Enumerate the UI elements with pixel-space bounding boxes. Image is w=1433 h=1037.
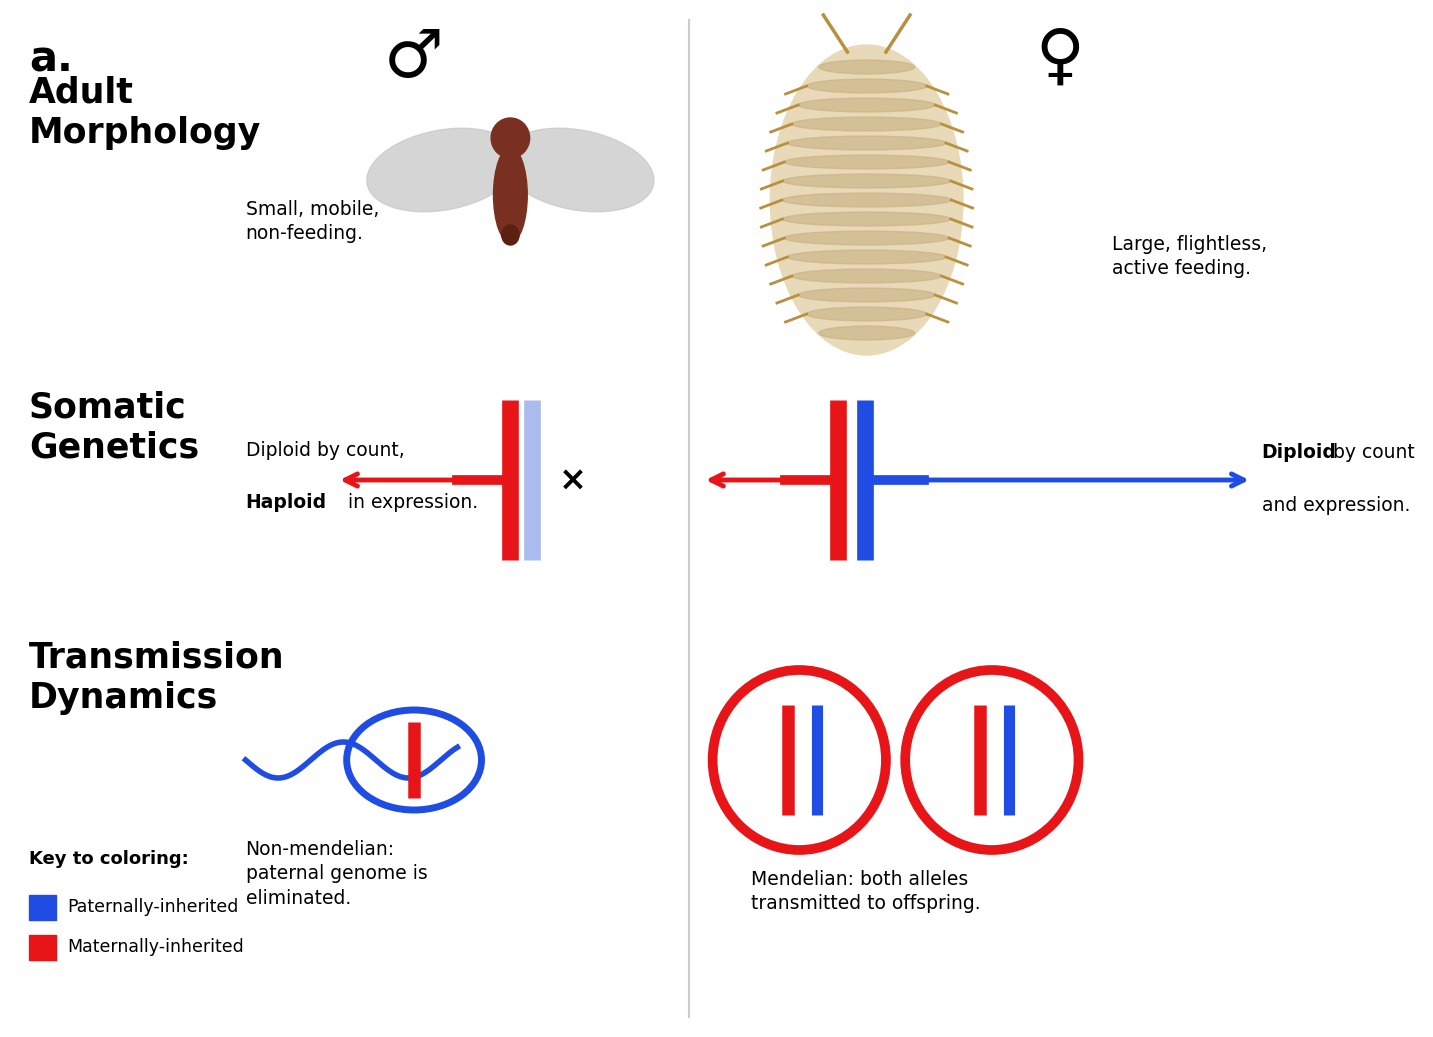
Text: and expression.: and expression. — [1261, 496, 1410, 514]
Text: ×: × — [559, 464, 588, 497]
Text: Diploid by count,: Diploid by count, — [245, 441, 404, 459]
Ellipse shape — [807, 307, 927, 321]
Text: Transmission
Dynamics: Transmission Dynamics — [29, 640, 285, 714]
Ellipse shape — [493, 147, 527, 243]
Ellipse shape — [792, 269, 941, 283]
Text: Haploid: Haploid — [245, 493, 327, 511]
Ellipse shape — [502, 225, 519, 245]
Text: Diploid: Diploid — [1261, 443, 1337, 461]
Ellipse shape — [798, 99, 936, 112]
Ellipse shape — [771, 45, 963, 355]
Text: Key to coloring:: Key to coloring: — [29, 850, 189, 868]
FancyBboxPatch shape — [29, 895, 56, 920]
Ellipse shape — [502, 129, 653, 212]
Ellipse shape — [782, 212, 952, 226]
Ellipse shape — [792, 117, 941, 131]
Text: Mendelian: both alleles
transmitted to offspring.: Mendelian: both alleles transmitted to o… — [751, 870, 980, 914]
Ellipse shape — [818, 326, 914, 340]
Text: in expression.: in expression. — [342, 493, 479, 511]
Ellipse shape — [787, 250, 946, 264]
Text: Somatic
Genetics: Somatic Genetics — [29, 390, 199, 465]
Text: a.: a. — [29, 38, 73, 80]
Ellipse shape — [807, 79, 927, 93]
Text: ♂: ♂ — [384, 25, 444, 91]
Ellipse shape — [782, 174, 952, 188]
Circle shape — [492, 118, 530, 158]
Text: ♀: ♀ — [1035, 25, 1083, 91]
Ellipse shape — [782, 193, 952, 207]
Ellipse shape — [787, 136, 946, 150]
FancyBboxPatch shape — [29, 935, 56, 960]
Ellipse shape — [367, 129, 519, 212]
Text: Maternally-inherited: Maternally-inherited — [67, 938, 244, 956]
Ellipse shape — [784, 231, 949, 245]
Ellipse shape — [818, 60, 914, 74]
Text: by count: by count — [1327, 443, 1414, 461]
Text: Non-mendelian:
paternal genome is
eliminated.: Non-mendelian: paternal genome is elimin… — [245, 840, 427, 907]
Ellipse shape — [798, 288, 936, 302]
Text: Paternally-inherited: Paternally-inherited — [67, 898, 239, 916]
Text: Adult
Morphology: Adult Morphology — [29, 75, 261, 149]
Text: Small, mobile,
non-feeding.: Small, mobile, non-feeding. — [245, 200, 378, 244]
Ellipse shape — [784, 155, 949, 169]
Text: Large, flightless,
active feeding.: Large, flightless, active feeding. — [1112, 235, 1267, 278]
